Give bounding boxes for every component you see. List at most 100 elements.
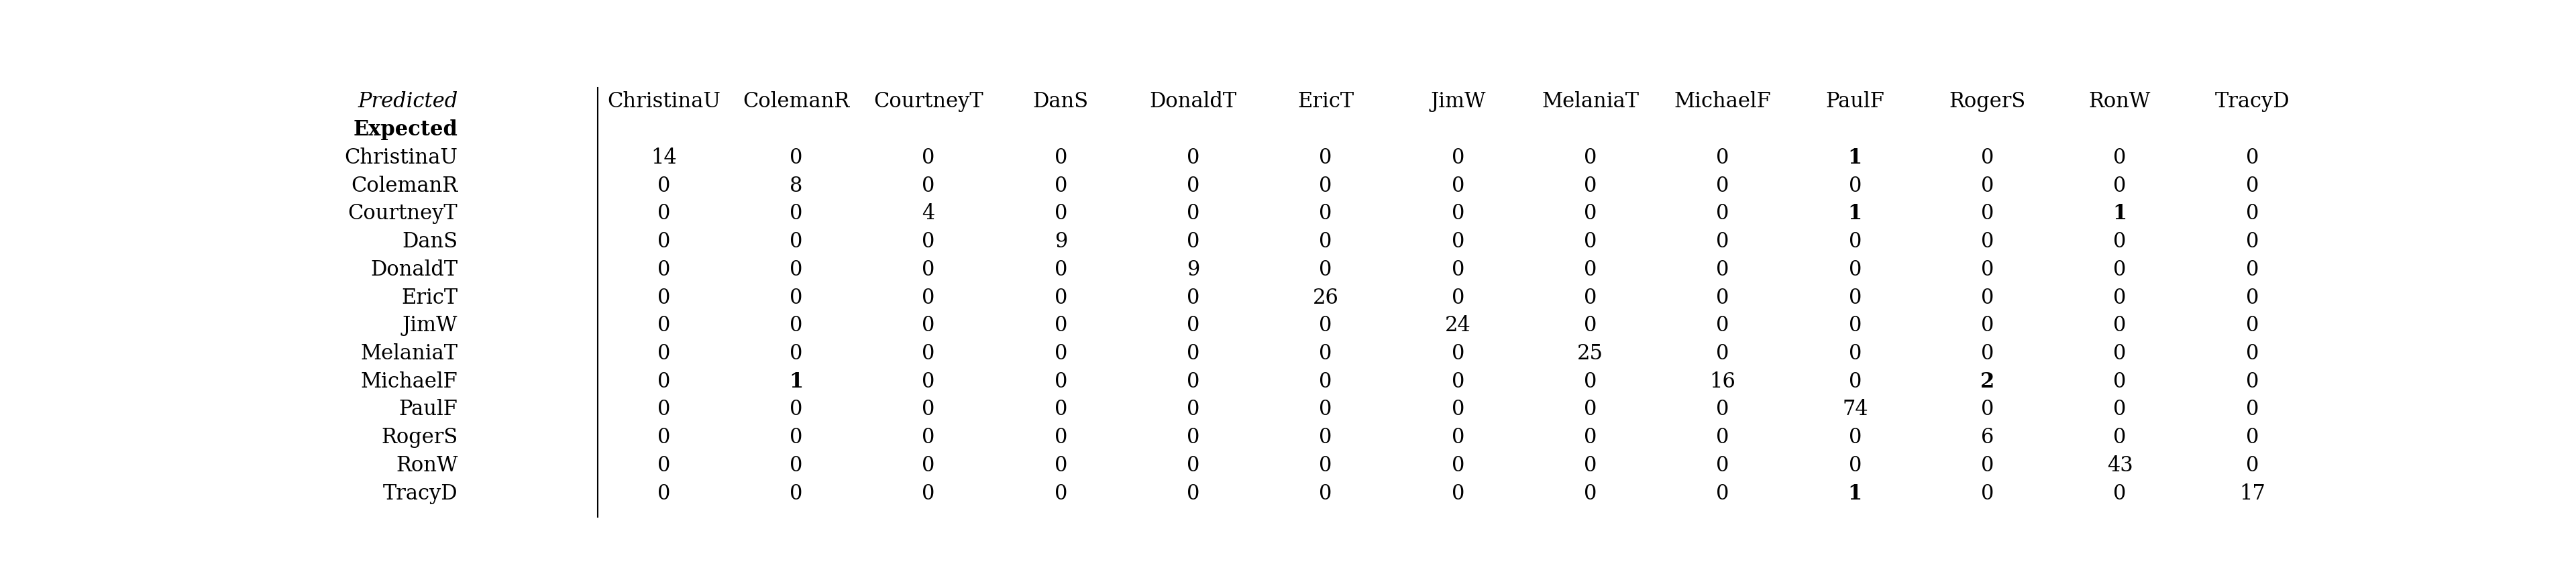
Text: 0: 0 [1716, 287, 1728, 308]
Text: 0: 0 [657, 287, 670, 308]
Text: 0: 0 [922, 315, 935, 336]
Text: 0: 0 [1054, 483, 1066, 504]
Text: JimW: JimW [402, 315, 459, 336]
Text: 0: 0 [1850, 287, 1862, 308]
Text: MichaelF: MichaelF [1674, 91, 1772, 113]
Text: 0: 0 [1584, 315, 1597, 336]
Text: 0: 0 [1054, 175, 1066, 196]
Text: 0: 0 [1188, 231, 1200, 252]
Text: ColemanR: ColemanR [742, 91, 850, 113]
Text: 0: 0 [657, 427, 670, 448]
Text: 0: 0 [2246, 260, 2259, 280]
Text: 0: 0 [791, 315, 804, 336]
Text: 0: 0 [1188, 372, 1200, 392]
Text: 1: 1 [1847, 148, 1862, 168]
Text: 0: 0 [791, 231, 804, 252]
Text: 0: 0 [1584, 455, 1597, 476]
Text: 0: 0 [1188, 315, 1200, 336]
Text: 1: 1 [2112, 203, 2128, 224]
Text: 16: 16 [1710, 372, 1736, 392]
Text: 0: 0 [1716, 148, 1728, 168]
Text: 4: 4 [922, 203, 935, 224]
Text: TracyD: TracyD [384, 483, 459, 504]
Text: 0: 0 [1319, 483, 1332, 504]
Text: 0: 0 [1981, 483, 1994, 504]
Text: 0: 0 [2246, 372, 2259, 392]
Text: 0: 0 [1054, 427, 1066, 448]
Text: 0: 0 [1319, 231, 1332, 252]
Text: 0: 0 [1850, 175, 1862, 196]
Text: 0: 0 [1850, 427, 1862, 448]
Text: 0: 0 [791, 455, 804, 476]
Text: 0: 0 [1188, 483, 1200, 504]
Text: 0: 0 [922, 260, 935, 280]
Text: 0: 0 [922, 399, 935, 420]
Text: 0: 0 [1188, 203, 1200, 224]
Text: 1: 1 [1847, 203, 1862, 224]
Text: 0: 0 [1450, 399, 1463, 420]
Text: 2: 2 [1981, 372, 1994, 392]
Text: 0: 0 [1054, 315, 1066, 336]
Text: 0: 0 [922, 372, 935, 392]
Text: 0: 0 [2246, 399, 2259, 420]
Text: 26: 26 [1314, 287, 1340, 308]
Text: 0: 0 [1716, 427, 1728, 448]
Text: 0: 0 [1188, 455, 1200, 476]
Text: 0: 0 [1054, 203, 1066, 224]
Text: 0: 0 [791, 427, 804, 448]
Text: 0: 0 [2112, 343, 2125, 364]
Text: 0: 0 [2112, 372, 2125, 392]
Text: 0: 0 [1584, 399, 1597, 420]
Text: 0: 0 [1981, 231, 1994, 252]
Text: RogerS: RogerS [1950, 91, 2025, 113]
Text: 0: 0 [1450, 231, 1463, 252]
Text: 74: 74 [1842, 399, 1868, 420]
Text: Predicted: Predicted [358, 91, 459, 113]
Text: 0: 0 [1450, 483, 1463, 504]
Text: 0: 0 [1584, 203, 1597, 224]
Text: 0: 0 [1850, 231, 1862, 252]
Text: ChristinaU: ChristinaU [345, 148, 459, 168]
Text: 0: 0 [1450, 260, 1463, 280]
Text: MelaniaT: MelaniaT [361, 343, 459, 364]
Text: 0: 0 [657, 372, 670, 392]
Text: 0: 0 [2246, 315, 2259, 336]
Text: 0: 0 [1584, 287, 1597, 308]
Text: 0: 0 [1716, 260, 1728, 280]
Text: 0: 0 [1981, 203, 1994, 224]
Text: 0: 0 [1850, 343, 1862, 364]
Text: 0: 0 [2112, 315, 2125, 336]
Text: RogerS: RogerS [381, 427, 459, 448]
Text: 0: 0 [1319, 203, 1332, 224]
Text: 0: 0 [1450, 175, 1463, 196]
Text: 0: 0 [1188, 427, 1200, 448]
Text: 0: 0 [922, 175, 935, 196]
Text: 8: 8 [791, 175, 804, 196]
Text: 0: 0 [1716, 483, 1728, 504]
Text: 0: 0 [1981, 148, 1994, 168]
Text: 0: 0 [1981, 343, 1994, 364]
Text: 0: 0 [1450, 455, 1463, 476]
Text: 0: 0 [1584, 427, 1597, 448]
Text: 0: 0 [1319, 372, 1332, 392]
Text: RonW: RonW [2089, 91, 2151, 113]
Text: 0: 0 [2246, 343, 2259, 364]
Text: DanS: DanS [402, 231, 459, 252]
Text: 0: 0 [1716, 399, 1728, 420]
Text: 0: 0 [1450, 148, 1463, 168]
Text: Expected: Expected [353, 120, 459, 140]
Text: 1: 1 [788, 372, 804, 392]
Text: 0: 0 [1188, 287, 1200, 308]
Text: 0: 0 [1981, 399, 1994, 420]
Text: DonaldT: DonaldT [1149, 91, 1236, 113]
Text: 0: 0 [657, 483, 670, 504]
Text: 0: 0 [2246, 231, 2259, 252]
Text: EricT: EricT [1298, 91, 1355, 113]
Text: 0: 0 [1319, 260, 1332, 280]
Text: 9: 9 [1054, 231, 1066, 252]
Text: 0: 0 [791, 260, 804, 280]
Text: 0: 0 [2112, 427, 2125, 448]
Text: 0: 0 [1850, 455, 1862, 476]
Text: ChristinaU: ChristinaU [608, 91, 721, 113]
Text: 0: 0 [1054, 455, 1066, 476]
